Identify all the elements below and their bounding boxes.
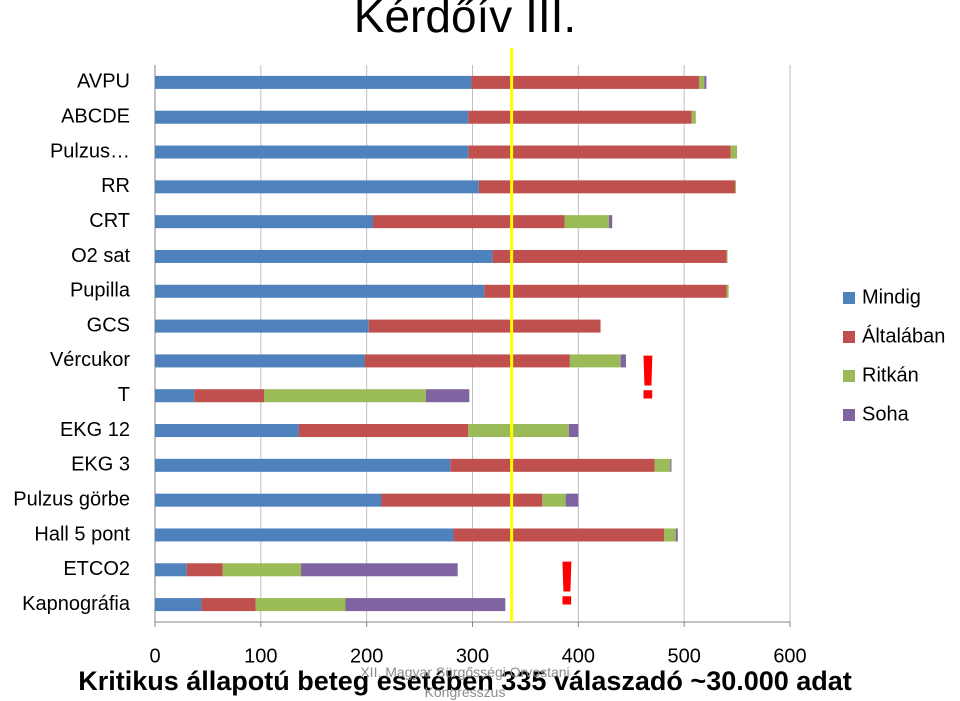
bar-segment <box>730 145 738 159</box>
bar-segment <box>425 389 470 403</box>
bar-segment <box>155 563 187 577</box>
bar-segment <box>704 75 707 89</box>
bar-segment <box>565 493 579 507</box>
bar-segment <box>468 145 731 159</box>
y-tick-label: O2 sat <box>71 245 130 267</box>
bar-segment <box>155 75 472 89</box>
bar-segment <box>255 598 346 612</box>
legend-label: Soha <box>862 403 910 425</box>
y-tick-label: ETCO2 <box>63 558 130 580</box>
bar-segment <box>155 458 451 472</box>
bar-segment <box>726 249 728 263</box>
bar-segment <box>155 528 454 542</box>
bar-segment <box>155 215 374 229</box>
y-tick-label: EKG 3 <box>71 454 130 476</box>
bar-segment <box>155 354 365 368</box>
bar-segment <box>691 110 696 124</box>
bar-segment <box>155 110 469 124</box>
conference-line: Kongresszus <box>425 684 506 700</box>
legend-label: Ritkán <box>862 364 919 386</box>
annotation: ! <box>638 343 659 412</box>
bar-segment <box>654 458 671 472</box>
bar-segment <box>301 563 458 577</box>
bar-segment <box>373 215 565 229</box>
y-tick-label: Kapnográfia <box>22 593 131 615</box>
bar-segment <box>675 528 678 542</box>
bar-segment <box>155 180 479 194</box>
footer: Kritikus állapotú beteg esetében 335 vál… <box>78 666 852 696</box>
y-tick-label: T <box>118 384 130 406</box>
bar-segment <box>484 284 727 298</box>
x-tick-label: 100 <box>244 645 277 667</box>
bar-segment <box>368 319 601 333</box>
bar-segment <box>569 354 621 368</box>
y-tick-label: EKG 12 <box>60 419 130 441</box>
bar-segment <box>155 493 382 507</box>
bar-segment <box>155 319 369 333</box>
y-tick-label: AVPU <box>77 71 130 93</box>
bar-segment <box>726 284 729 298</box>
bar-segment <box>381 493 543 507</box>
bar-segment <box>670 458 672 472</box>
bar-segment <box>609 215 613 229</box>
y-tick-label: Vércukor <box>50 349 130 371</box>
bar-segment <box>620 354 626 368</box>
y-tick-label: Hall 5 pont <box>34 523 130 545</box>
bar-segment <box>698 75 705 89</box>
bar-segment <box>364 354 570 368</box>
x-tick-label: 300 <box>456 645 489 667</box>
bar-segment <box>222 563 302 577</box>
x-tick-label: 0 <box>149 645 160 667</box>
bar-segment <box>155 389 195 403</box>
legend-swatch <box>843 292 855 304</box>
bar-segment <box>264 389 426 403</box>
y-tick-label: Pulzus görbe <box>13 488 130 510</box>
conference-line: XII. Magyar Sürgősségi Orvostani <box>360 664 569 680</box>
slide-title: Kérdőív III. <box>354 0 576 42</box>
bar-segment <box>186 563 223 577</box>
bar-segment <box>298 424 469 438</box>
legend-swatch <box>843 331 855 343</box>
y-tick-label: GCS <box>87 314 130 336</box>
bar-segment <box>664 528 676 542</box>
bar-segment <box>734 180 737 194</box>
bar-segment <box>468 424 569 438</box>
bar-segment <box>450 458 655 472</box>
bar-segment <box>194 389 265 403</box>
x-tick-label: 600 <box>773 645 806 667</box>
bar-segment <box>564 215 610 229</box>
x-tick-label: 200 <box>350 645 383 667</box>
y-tick-label: Pulzus… <box>50 140 130 162</box>
legend-swatch <box>843 409 855 421</box>
bar-segment <box>453 528 665 542</box>
bar-segment <box>471 75 699 89</box>
bar-segment <box>201 598 256 612</box>
annotation: ! <box>557 549 578 618</box>
bar-segment <box>492 249 727 263</box>
bar-segment <box>155 145 469 159</box>
y-tick-label: ABCDE <box>61 106 130 128</box>
conference-note: XII. Magyar Sürgősségi Orvostani Kongress… <box>360 664 569 700</box>
bar-segment <box>345 598 506 612</box>
legend-label: Mindig <box>862 286 921 308</box>
y-tick-label: CRT <box>89 210 130 232</box>
legend-swatch <box>843 370 855 382</box>
y-tick-label: RR <box>101 175 130 197</box>
bar-segment <box>478 180 735 194</box>
bar-segment <box>568 424 579 438</box>
bar-segment <box>155 598 202 612</box>
bar-segment <box>542 493 566 507</box>
x-tick-label: 500 <box>667 645 700 667</box>
y-tick-label: Pupilla <box>70 280 131 302</box>
bar-segment <box>468 110 692 124</box>
x-tick-label: 400 <box>562 645 595 667</box>
bar-segment <box>155 284 485 298</box>
legend-label: Általában <box>862 324 945 347</box>
bar-segment <box>155 424 299 438</box>
bar-segment <box>155 249 493 263</box>
